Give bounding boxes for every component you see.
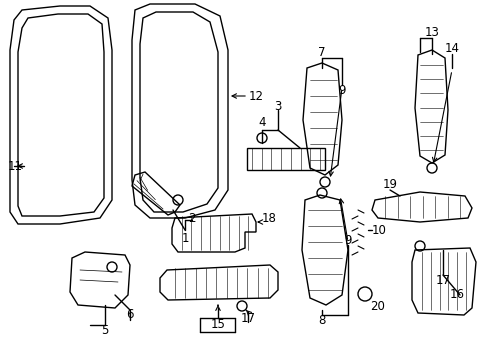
Text: 19: 19 xyxy=(382,179,397,192)
Text: 1: 1 xyxy=(181,231,188,244)
Text: 17: 17 xyxy=(240,311,255,324)
Text: 12: 12 xyxy=(248,90,264,103)
Text: 5: 5 xyxy=(101,324,108,337)
Text: 13: 13 xyxy=(424,26,439,39)
Text: 8: 8 xyxy=(318,314,325,327)
Text: 10: 10 xyxy=(371,224,386,237)
Text: 6: 6 xyxy=(126,309,134,321)
Text: 9: 9 xyxy=(344,234,351,247)
Text: 3: 3 xyxy=(274,99,281,112)
Text: 17: 17 xyxy=(435,274,449,287)
Text: 18: 18 xyxy=(262,211,276,225)
Text: 15: 15 xyxy=(210,319,225,332)
Text: 14: 14 xyxy=(444,41,459,54)
Text: 2: 2 xyxy=(188,211,195,225)
Text: 7: 7 xyxy=(318,45,325,58)
Text: 4: 4 xyxy=(258,116,265,129)
Text: 9: 9 xyxy=(338,84,345,96)
Text: 11: 11 xyxy=(7,159,22,172)
Text: 16: 16 xyxy=(448,288,464,302)
Text: 20: 20 xyxy=(370,300,385,312)
